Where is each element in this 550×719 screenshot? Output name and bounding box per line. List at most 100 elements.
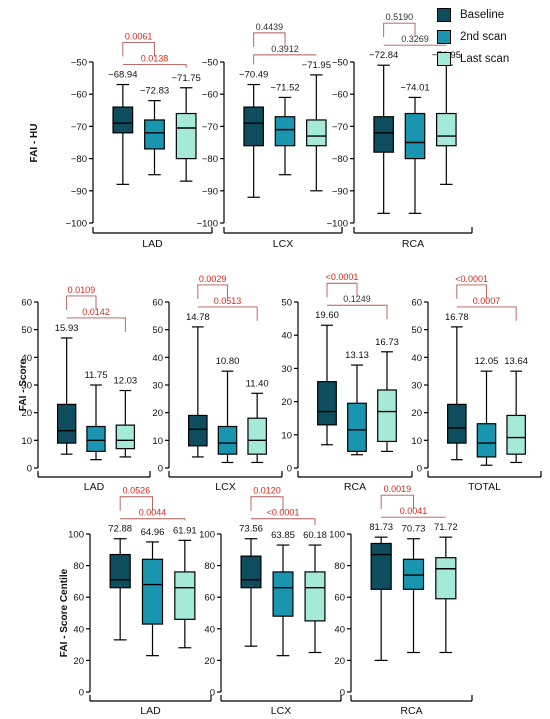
box-fai-score-lcx-2nd-scan [217, 425, 238, 455]
box-fai-score-lcx-last-scan [247, 417, 267, 455]
y-tick-label-fai-score-total: 20 [411, 408, 422, 419]
y-tick-label-fai-score-centile-rca: 20 [334, 656, 345, 667]
value-label-fai-score-centile-lcx-last-scan: 60.18 [303, 530, 327, 541]
value-label-fai-score-centile-rca-last-scan: 71.72 [434, 522, 458, 533]
y-tick-label-fai-score-centile-rca: 0 [340, 688, 345, 699]
box-fai-score-lad-last-scan [115, 424, 136, 450]
p-value-fai-score-total-0-2: 0.0007 [473, 296, 501, 306]
significance-bracket-fai-score-rca-0-1 [326, 282, 358, 298]
value-label-fai-score-lcx-2nd-scan: 10.80 [216, 356, 240, 367]
legend-item-last-scan: Last scan [437, 48, 509, 70]
box-fai-hu-lad-2nd-scan [144, 119, 165, 150]
y-tick-label-fai-score-rca: 0 [287, 464, 292, 475]
value-label-fai-hu-lcx-last-scan: −71.95 [302, 60, 331, 71]
y-tick-label-fai-score-centile-lcx: 80 [204, 561, 215, 572]
significance-bracket-fai-score-centile-lad-0-1 [119, 496, 153, 511]
group-label-fai-score-centile-lcx: LCX [271, 705, 291, 717]
p-value-fai-hu-rca-0-1: 0.5190 [386, 12, 414, 22]
group-label-fai-hu-lad: LAD [142, 238, 163, 250]
y-tick-label-fai-score-lcx: 0 [158, 464, 163, 475]
y-tick-label-fai-score-total: 30 [411, 381, 422, 392]
y-tick-label-fai-hu-lad: −50 [71, 58, 87, 69]
y-tick-label-fai-score-lad: 0 [27, 464, 32, 475]
y-tick-label-fai-score-total: 0 [417, 464, 422, 475]
value-label-fai-hu-lad-baseline: −68.94 [108, 70, 137, 81]
y-tick-label-fai-score-centile-lad: 80 [73, 561, 84, 572]
p-value-fai-score-lad-0-1: 0.0109 [68, 285, 96, 295]
y-tick-label-fai-hu-lad: −100 [66, 219, 87, 230]
y-tick-label-fai-score-lcx: 40 [152, 353, 163, 364]
box-fai-score-centile-rca-baseline [370, 542, 392, 590]
y-tick-label-fai-hu-lad: −70 [71, 122, 87, 133]
significance-bracket-fai-score-centile-lcx-0-1 [250, 496, 284, 511]
y-tick-label-fai-score-centile-lcx: 60 [204, 593, 215, 604]
legend-swatch-baseline [437, 8, 451, 22]
y-axis-title-fai-hu: FAI - HU [29, 124, 40, 163]
value-label-fai-score-rca-2nd-scan: 13.13 [345, 350, 369, 361]
box-fai-hu-rca-last-scan [436, 112, 457, 147]
y-tick-label-fai-score-centile-lad: 60 [73, 593, 84, 604]
p-value-fai-score-rca-0-1: <0.0001 [326, 272, 359, 282]
y-tick-label-fai-hu-lad: −80 [71, 154, 87, 165]
y-tick-label-fai-score-centile-lcx: 20 [204, 656, 215, 667]
y-tick-label-fai-score-lcx: 60 [152, 298, 163, 309]
group-label-fai-score-lcx: LCX [215, 481, 235, 493]
value-label-fai-score-centile-lad-last-scan: 61.91 [173, 525, 197, 536]
legend-item-baseline: Baseline [437, 4, 509, 26]
significance-bracket-fai-hu-lcx-0-1 [253, 32, 286, 47]
y-tick-label-fai-score-rca: 40 [281, 331, 292, 342]
y-tick-label-fai-hu-rca: −90 [332, 186, 348, 197]
y-tick-label-fai-hu-rca: −60 [332, 90, 348, 101]
value-label-fai-hu-lcx-2nd-scan: −71.52 [270, 82, 299, 93]
legend-label-last-scan: Last scan [460, 53, 510, 65]
box-fai-score-lad-baseline [56, 403, 77, 444]
y-tick-label-fai-hu-rca: −80 [332, 154, 348, 165]
group-label-fai-score-lad: LAD [84, 481, 105, 493]
value-label-fai-score-lad-2nd-scan: 11.75 [84, 370, 107, 381]
box-fai-hu-rca-2nd-scan [404, 112, 426, 160]
y-tick-label-fai-hu-rca: −70 [332, 122, 348, 133]
y-tick-label-fai-score-lcx: 50 [152, 325, 163, 336]
y-tick-label-fai-score-total: 60 [411, 298, 422, 309]
group-label-fai-hu-rca: RCA [402, 238, 424, 250]
value-label-fai-score-centile-lad-2nd-scan: 64.96 [141, 527, 165, 538]
value-label-fai-score-centile-lad-baseline: 72.88 [108, 524, 132, 535]
y-tick-label-fai-hu-lcx: −50 [202, 58, 218, 69]
significance-bracket-fai-score-centile-rca-0-1 [380, 494, 414, 510]
y-tick-label-fai-score-lcx: 20 [152, 408, 163, 419]
box-fai-score-centile-rca-2nd-scan [402, 558, 425, 590]
y-tick-label-fai-score-total: 50 [411, 325, 422, 336]
box-fai-hu-lcx-2nd-scan [274, 116, 296, 147]
box-fai-score-centile-lcx-baseline [240, 555, 262, 589]
y-tick-label-fai-score-centile-rca: 60 [334, 593, 345, 604]
y-tick-label-fai-score-rca: 30 [281, 364, 292, 375]
group-label-fai-hu-lcx: LCX [273, 238, 293, 250]
y-tick-label-fai-hu-lcx: −90 [202, 186, 218, 197]
y-tick-label-fai-score-rca: 10 [281, 430, 292, 441]
y-tick-label-fai-score-centile-lcx: 100 [199, 530, 215, 541]
p-value-fai-score-centile-rca-0-1: 0.0019 [384, 484, 412, 494]
value-label-fai-hu-lad-last-scan: −71.75 [172, 73, 201, 84]
y-tick-label-fai-score-centile-rca: 80 [334, 561, 345, 572]
box-fai-hu-lad-baseline [112, 106, 134, 134]
y-tick-label-fai-score-centile-rca: 100 [329, 530, 345, 541]
significance-bracket-fai-score-centile-lcx-0-2 [251, 518, 316, 526]
y-tick-label-fai-score-total: 40 [411, 353, 422, 364]
p-value-fai-hu-lcx-0-1: 0.4439 [256, 22, 284, 32]
significance-bracket-fai-hu-rca-0-1 [383, 22, 416, 38]
value-label-fai-hu-rca-baseline: −72.84 [369, 50, 398, 61]
legend: Baseline 2nd scan Last scan [437, 4, 509, 70]
y-tick-label-fai-score-centile-lcx: 0 [210, 688, 215, 699]
y-tick-label-fai-score-lad: 40 [21, 353, 32, 364]
legend-swatch-2nd-scan [437, 30, 451, 44]
value-label-fai-score-rca-baseline: 19.60 [315, 310, 339, 321]
y-axis-title-fai-score: FAI - Score [18, 358, 29, 411]
value-label-fai-score-lcx-baseline: 14.78 [186, 312, 210, 323]
p-value-fai-score-centile-rca-0-2: 0.0041 [400, 506, 428, 516]
y-tick-label-fai-score-lad: 60 [21, 298, 32, 309]
legend-swatch-last-scan [437, 52, 451, 66]
box-fai-score-rca-last-scan [377, 389, 397, 443]
y-tick-label-fai-score-centile-rca: 40 [334, 624, 345, 635]
significance-bracket-fai-hu-lad-0-1 [122, 42, 155, 57]
